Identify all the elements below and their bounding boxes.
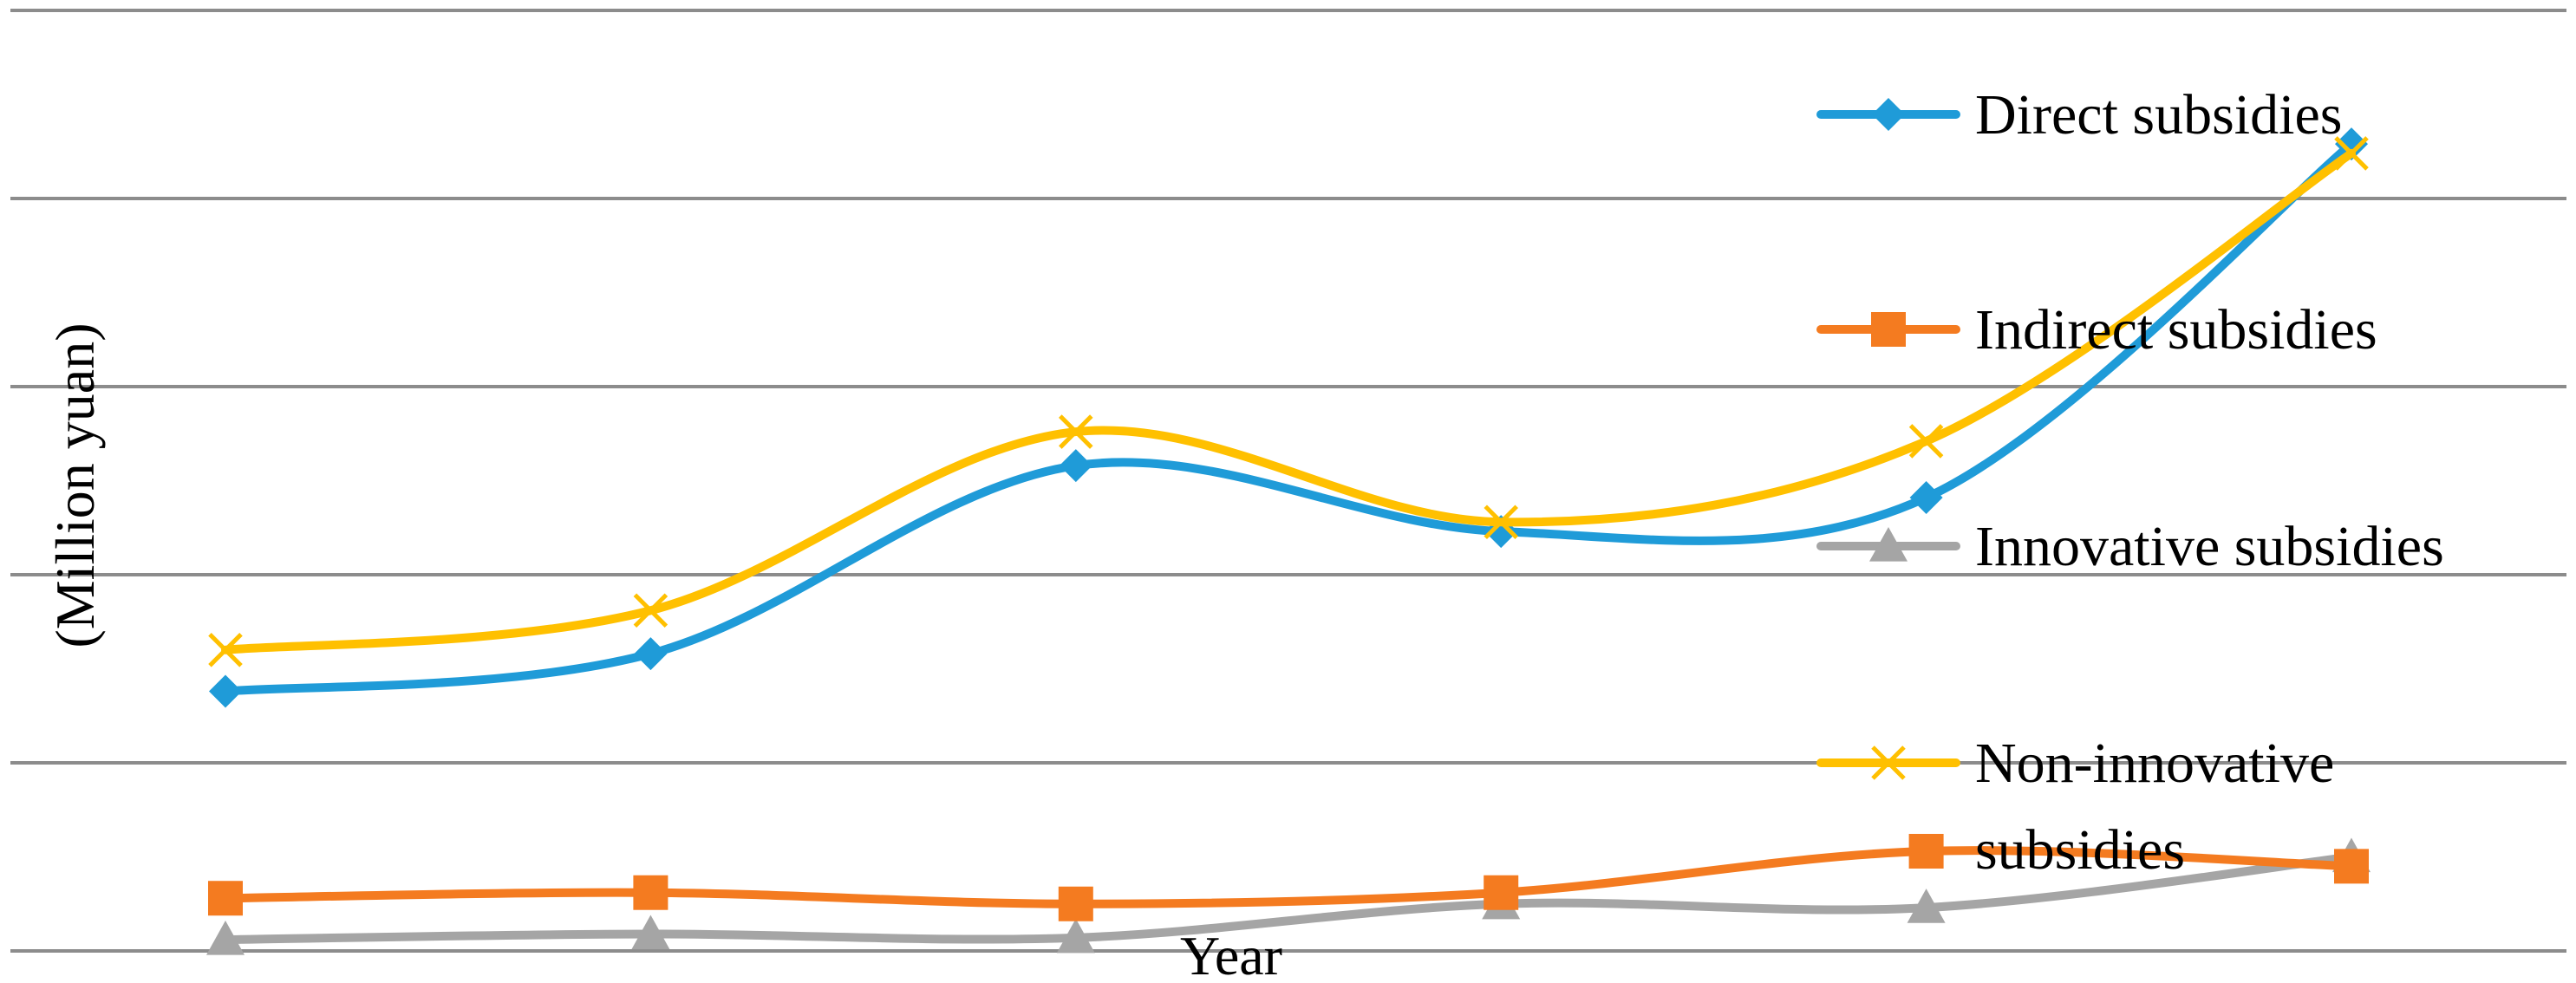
point-direct-subsidies-5 [1909,481,1943,515]
point-non-innovative-subsidies-2 [633,593,668,628]
point-indirect-subsidies-1 [208,881,243,916]
legend-label-non-innovative-subsidies-line-1: Non-innovative [1975,732,2334,795]
point-direct-subsidies-6 [2335,127,2368,161]
point-non-innovative-subsidies-2-stroke-b [633,593,668,628]
series-indirect-subsidies [208,833,2369,921]
legend-marker-innovative-subsidies [1869,527,1908,562]
gridlines [10,9,2566,953]
point-non-innovative-subsidies-6 [2334,136,2369,171]
legend: Direct subsidies Indirect subsidies Innova… [1816,83,2444,882]
legend-item-innovative-subsidies: Innovative subsidies [1816,515,2444,578]
point-non-innovative-subsidies-6-stroke-b [2334,136,2369,171]
point-direct-subsidies-1 [209,674,242,708]
legend-marker-non-innovative-subsidies [1871,745,1906,780]
legend-label-indirect-subsidies: Indirect subsidies [1975,298,2377,361]
point-non-innovative-subsidies-1-stroke-b [208,633,243,667]
y-axis-title: (Million yuan) [44,322,106,648]
series-layer [206,127,2371,955]
point-innovative-subsidies-2 [631,915,670,950]
point-innovative-subsidies-5 [1907,889,1946,923]
point-non-innovative-subsidies-1 [208,633,243,667]
point-indirect-subsidies-6 [2334,849,2369,884]
point-indirect-subsidies-5 [1908,833,1944,869]
point-non-innovative-subsidies-4 [1484,505,1518,540]
legend-label-innovative-subsidies: Innovative subsidies [1975,515,2444,578]
point-non-innovative-subsidies-4-stroke-b [1484,505,1518,540]
series-direct-subsidies [209,127,2368,708]
point-non-innovative-subsidies-3 [1059,414,1093,449]
series-line-direct-subsidies [221,140,2356,696]
series-non-innovative-subsidies [208,136,2369,667]
legend-marker-non-innovative-subsidies-stroke-b [1871,745,1906,780]
point-indirect-subsidies-3 [1058,886,1093,921]
point-non-innovative-subsidies-3-stroke-b [1059,414,1093,449]
series-line-innovative-subsidies [221,852,2356,944]
series-line-indirect-subsidies [221,846,2356,908]
point-indirect-subsidies-2 [633,875,668,910]
point-direct-subsidies-2 [634,637,668,671]
point-non-innovative-subsidies-5 [1908,424,1944,459]
legend-item-indirect-subsidies: Indirect subsidies [1816,298,2377,361]
point-innovative-subsidies-3 [1056,918,1095,954]
legend-label-non-innovative-subsidies-line-2: subsidies [1975,818,2185,882]
legend-marker-direct-subsidies [1872,98,1905,131]
point-direct-subsidies-3 [1059,449,1092,483]
legend-item-direct-subsidies: Direct subsidies [1816,83,2342,146]
legend-label-direct-subsidies: Direct subsidies [1975,83,2342,146]
series-line-non-innovative-subsidies [221,148,2356,654]
x-axis-title: Year [1180,925,1282,983]
legend-marker-indirect-subsidies [1871,312,1906,347]
point-indirect-subsidies-4 [1484,875,1519,910]
point-non-innovative-subsidies-5-stroke-b [1908,424,1944,459]
legend-item-non-innovative-subsidies: Non-innovative subsidies [1816,732,2334,882]
point-innovative-subsidies-1 [206,920,245,955]
